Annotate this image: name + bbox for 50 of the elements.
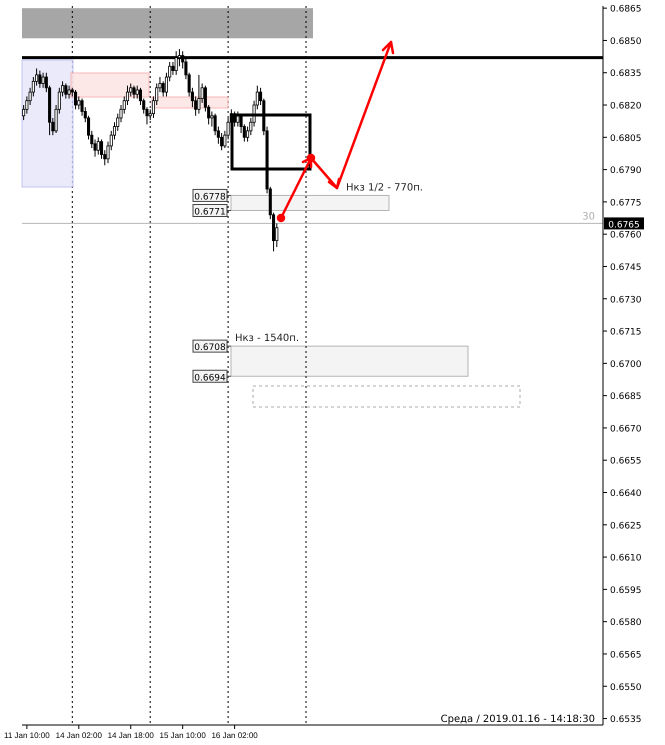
y-tick-label: 0.6625 (610, 521, 642, 532)
candlestick (210, 110, 214, 128)
annotation: 0.6771 (194, 208, 226, 218)
y-tick-label: 0.6685 (610, 392, 642, 402)
y-tick-label: 0.6535 (610, 715, 642, 726)
candlestick (132, 85, 136, 100)
y-tick-label: 0.6655 (610, 456, 642, 467)
annotation: 0.6778 (194, 192, 226, 202)
candlestick (38, 70, 42, 88)
y-tick-label: 0.6760 (610, 230, 642, 241)
annotation: 0.6708 (194, 343, 226, 354)
annotation: 30 (582, 211, 595, 222)
y-tick-label: 0.6580 (610, 618, 642, 628)
candlestick (68, 85, 71, 100)
candlestick (74, 89, 78, 110)
x-tick-label: 14 Jan 02:00 (56, 731, 102, 740)
y-tick-label: 0.6670 (610, 424, 642, 434)
y-tick-label: 0.6745 (610, 262, 642, 273)
candlestick (162, 80, 165, 97)
candlestick (96, 136, 100, 156)
y-tick-label: 0.6640 (610, 489, 642, 500)
y-tick-label: 0.6820 (610, 102, 642, 112)
candlestick (136, 85, 139, 100)
x-tick-label: 14 Jan 18:00 (108, 731, 154, 740)
y-tick-label: 0.6565 (610, 650, 642, 660)
y-tick-label: 0.6595 (610, 586, 642, 596)
y-tick-label: 0.6550 (610, 682, 642, 693)
annotation: 0.6765 (608, 220, 640, 230)
candlestick (77, 96, 80, 110)
annotation: 0.6694 (194, 373, 226, 384)
y-tick-label: 0.6715 (610, 328, 642, 338)
y-tick-label: 0.6805 (610, 134, 642, 144)
y-tick-label: 0.6730 (610, 295, 642, 306)
x-tick-label: 16 Jan 02:00 (211, 731, 258, 740)
y-tick-label: 0.6790 (610, 166, 642, 176)
y-tick-label: 0.6775 (610, 198, 642, 208)
candlestick (42, 72, 45, 88)
y-tick-label: 0.6865 (610, 4, 642, 15)
x-tick-label: 15 Jan 10:00 (160, 731, 206, 740)
x-tick-label: 11 Jan 10:00 (4, 731, 50, 740)
y-tick-label: 0.6610 (610, 554, 642, 564)
band-label: Нкз - 1540п. (235, 333, 300, 344)
y-tick-label: 0.6835 (610, 69, 642, 80)
candlestick (64, 82, 68, 100)
y-tick-label: 0.6700 (610, 360, 642, 370)
annotation: Среда / 2019.01.16 - 14:18:30 (440, 714, 595, 725)
candlestick (171, 61, 174, 76)
candlestick (197, 74, 200, 114)
y-tick-label: 0.6850 (610, 36, 642, 47)
band-label: Нкз 1/2 - 770п. (346, 182, 423, 194)
